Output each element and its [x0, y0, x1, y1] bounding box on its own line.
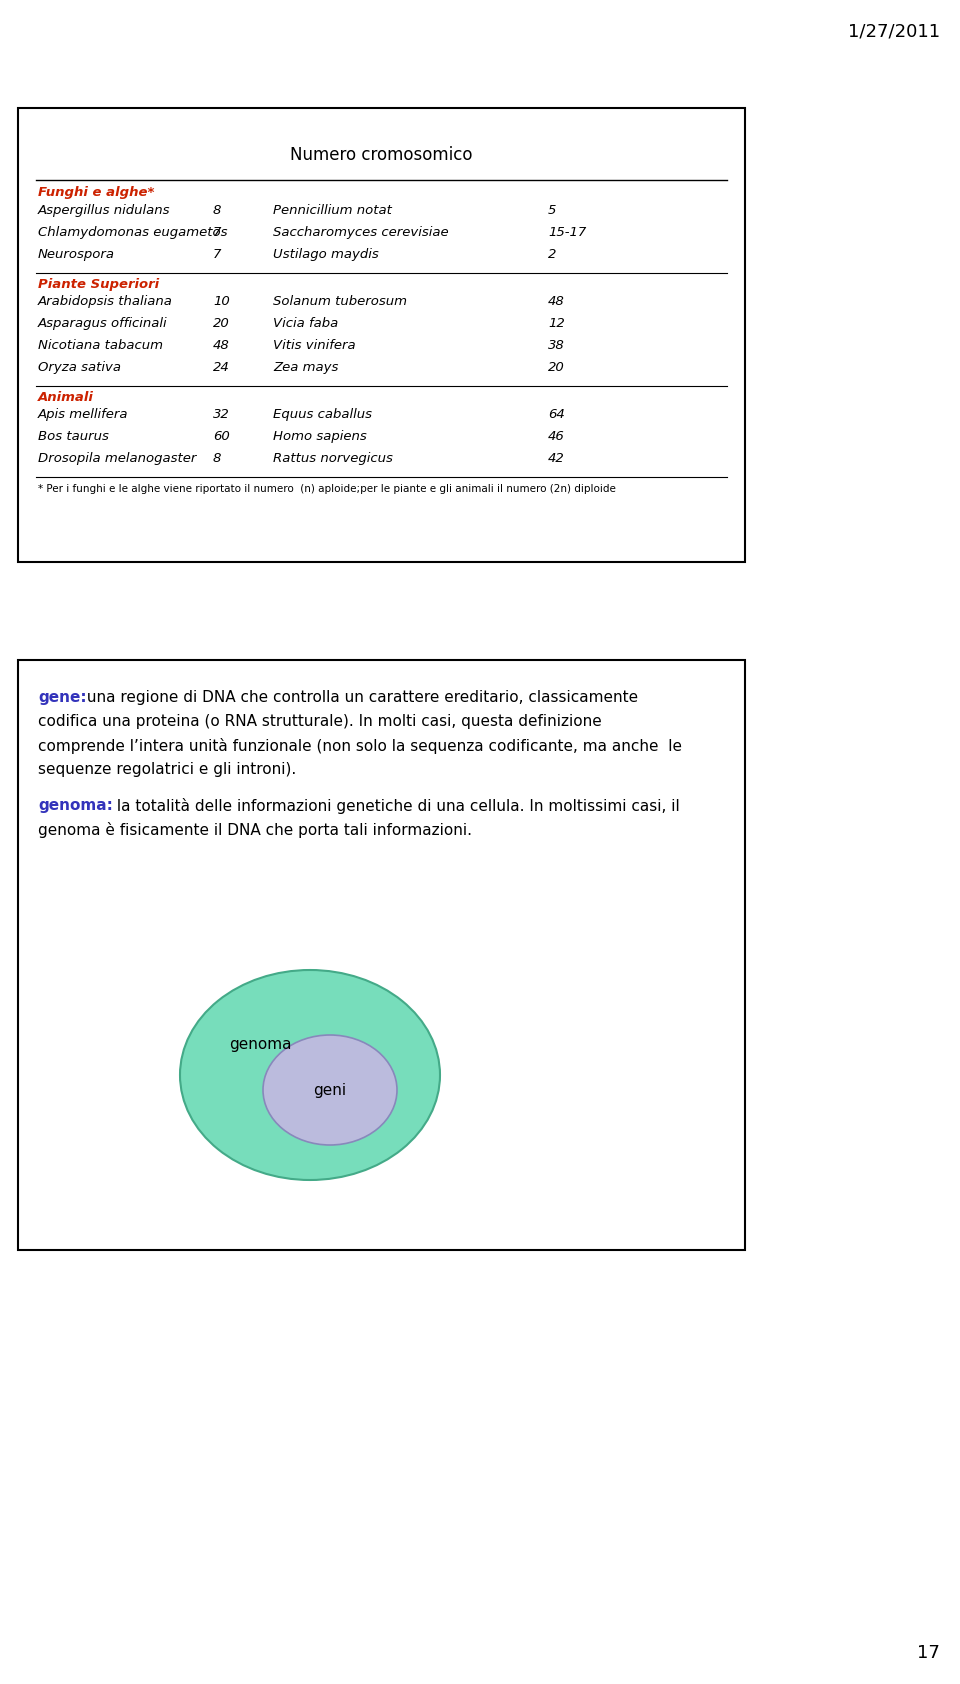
- Ellipse shape: [263, 1036, 397, 1145]
- Text: gene:: gene:: [38, 690, 86, 706]
- Text: 12: 12: [548, 317, 564, 330]
- Text: 32: 32: [213, 408, 229, 421]
- Text: Rattus norvegicus: Rattus norvegicus: [273, 451, 393, 465]
- Text: Apis mellifera: Apis mellifera: [38, 408, 129, 421]
- Text: * Per i funghi e le alghe viene riportato il numero  (n) aploide;per le piante e: * Per i funghi e le alghe viene riportat…: [38, 483, 616, 493]
- Text: 48: 48: [213, 338, 229, 352]
- Text: 10: 10: [213, 295, 229, 308]
- Text: Solanum tuberosum: Solanum tuberosum: [273, 295, 407, 308]
- Text: 20: 20: [213, 317, 229, 330]
- Text: Animali: Animali: [38, 391, 94, 404]
- Text: Asparagus officinali: Asparagus officinali: [38, 317, 168, 330]
- Text: Zea mays: Zea mays: [273, 360, 338, 374]
- Text: Drosopila melanogaster: Drosopila melanogaster: [38, 451, 197, 465]
- Text: 20: 20: [548, 360, 564, 374]
- Text: Oryza sativa: Oryza sativa: [38, 360, 121, 374]
- Text: 5: 5: [548, 204, 557, 217]
- Text: sequenze regolatrici e gli introni).: sequenze regolatrici e gli introni).: [38, 761, 297, 776]
- Bar: [18, 660, 745, 1250]
- Text: 7: 7: [213, 226, 222, 239]
- Text: codifica una proteina (o RNA strutturale). In molti casi, questa definizione: codifica una proteina (o RNA strutturale…: [38, 714, 602, 729]
- Text: Chlamydomonas eugametos: Chlamydomonas eugametos: [38, 226, 228, 239]
- Bar: [18, 108, 745, 562]
- Text: 15-17: 15-17: [548, 226, 587, 239]
- Text: Homo sapiens: Homo sapiens: [273, 429, 367, 443]
- Text: 8: 8: [213, 451, 222, 465]
- Text: Ustilago maydis: Ustilago maydis: [273, 248, 379, 261]
- Text: Vitis vinifera: Vitis vinifera: [273, 338, 355, 352]
- Text: la totalità delle informazioni genetiche di una cellula. In moltissimi casi, il: la totalità delle informazioni genetiche…: [112, 798, 680, 813]
- Text: Piante Superiori: Piante Superiori: [38, 278, 159, 291]
- Text: comprende l’intera unità funzionale (non solo la sequenza codificante, ma anche : comprende l’intera unità funzionale (non…: [38, 738, 682, 754]
- Text: 2: 2: [548, 248, 557, 261]
- Text: 7: 7: [213, 248, 222, 261]
- Text: 24: 24: [213, 360, 229, 374]
- Text: 17: 17: [917, 1644, 940, 1662]
- Text: Nicotiana tabacum: Nicotiana tabacum: [38, 338, 163, 352]
- Text: genoma:: genoma:: [38, 798, 113, 813]
- Text: una regione di DNA che controlla un carattere ereditario, classicamente: una regione di DNA che controlla un cara…: [82, 690, 638, 706]
- Text: 64: 64: [548, 408, 564, 421]
- Text: 1/27/2011: 1/27/2011: [848, 22, 940, 40]
- Text: Numero cromosomico: Numero cromosomico: [290, 147, 472, 163]
- Text: Funghi e alghe*: Funghi e alghe*: [38, 185, 155, 199]
- Text: 38: 38: [548, 338, 564, 352]
- Text: geni: geni: [313, 1083, 347, 1098]
- Text: 8: 8: [213, 204, 222, 217]
- Text: 42: 42: [548, 451, 564, 465]
- Text: 48: 48: [548, 295, 564, 308]
- Text: Bos taurus: Bos taurus: [38, 429, 108, 443]
- Text: genoma è fisicamente il DNA che porta tali informazioni.: genoma è fisicamente il DNA che porta ta…: [38, 822, 472, 839]
- Text: Neurospora: Neurospora: [38, 248, 115, 261]
- Text: Equus caballus: Equus caballus: [273, 408, 372, 421]
- Text: genoma: genoma: [228, 1037, 291, 1052]
- Text: Saccharomyces cerevisiae: Saccharomyces cerevisiae: [273, 226, 448, 239]
- Text: Pennicillium notat: Pennicillium notat: [273, 204, 392, 217]
- Text: Aspergillus nidulans: Aspergillus nidulans: [38, 204, 171, 217]
- Text: 60: 60: [213, 429, 229, 443]
- Text: 46: 46: [548, 429, 564, 443]
- Text: Vicia faba: Vicia faba: [273, 317, 338, 330]
- Ellipse shape: [180, 970, 440, 1180]
- Text: Arabidopsis thaliana: Arabidopsis thaliana: [38, 295, 173, 308]
